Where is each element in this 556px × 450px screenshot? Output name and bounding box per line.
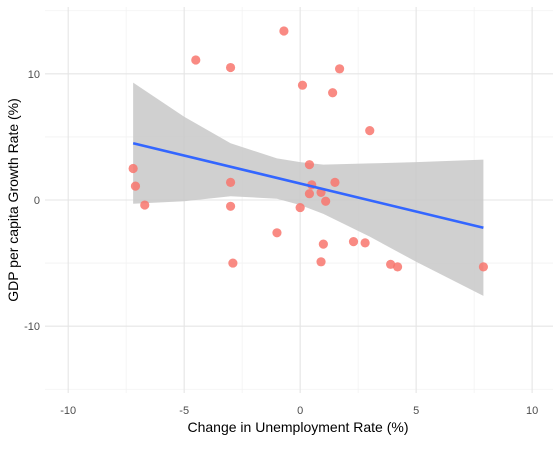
grid: [45, 7, 553, 393]
y-tick-labels: -10 0 10: [24, 69, 40, 333]
data-point: [392, 262, 403, 272]
x-tick-label: 0: [297, 405, 303, 417]
data-point: [304, 189, 315, 199]
data-point: [334, 64, 345, 74]
data-point: [225, 62, 236, 73]
x-tick-labels: -10 -5 0 5 10: [60, 405, 538, 417]
y-tick-label: 10: [28, 69, 40, 81]
data-point: [279, 26, 289, 36]
x-tick-label: -10: [60, 405, 76, 417]
data-point: [365, 126, 375, 136]
data-point: [228, 258, 238, 268]
data-point: [304, 160, 315, 170]
data-point: [348, 237, 359, 247]
y-tick-label: -10: [24, 321, 40, 333]
x-axis-title: Change in Unemployment Rate (%): [188, 419, 409, 435]
y-tick-label: 0: [34, 195, 40, 207]
data-point: [225, 201, 236, 211]
x-tick-label: 5: [413, 405, 419, 417]
data-point: [318, 239, 328, 249]
data-point: [225, 177, 236, 187]
data-point: [330, 177, 340, 187]
data-point: [130, 181, 141, 191]
data-point: [272, 228, 282, 238]
data-point: [316, 257, 326, 267]
data-point: [360, 238, 370, 248]
data-point: [128, 163, 138, 174]
data-points: [128, 26, 489, 272]
fit-line-group: [132, 141, 484, 230]
y-axis-title: GDP per capita Growth Rate (%): [5, 98, 21, 302]
data-point: [478, 262, 489, 272]
x-tick-label: -5: [179, 405, 189, 417]
data-point: [386, 259, 396, 269]
x-tick-label: 10: [526, 405, 538, 417]
data-point: [295, 202, 305, 213]
fit-line: [132, 141, 484, 230]
data-point: [191, 55, 201, 65]
data-point: [328, 88, 338, 98]
data-point: [321, 196, 331, 206]
data-point: [297, 80, 308, 90]
data-point: [140, 200, 150, 210]
